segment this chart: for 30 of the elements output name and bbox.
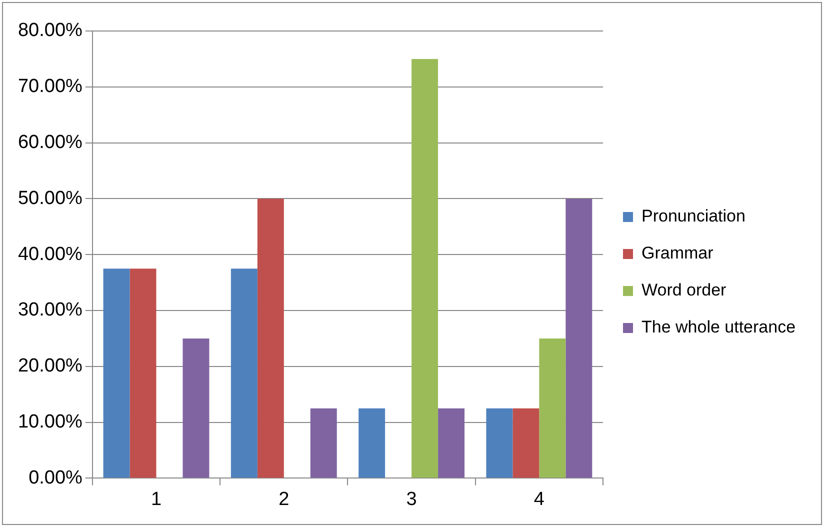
x-tick-label: 2 [278, 488, 290, 510]
bar [512, 408, 540, 478]
x-tick-label: 4 [534, 488, 545, 510]
bar [230, 268, 258, 478]
bar [486, 408, 513, 478]
y-tick-label: 0.00% [28, 467, 83, 488]
y-tick-label: 30.00% [18, 300, 83, 321]
bar [539, 338, 566, 478]
y-tick-label: 80.00% [18, 20, 83, 42]
bar [130, 268, 156, 478]
y-tick-label: 20.00% [18, 356, 83, 377]
y-tick-label: 60.00% [18, 132, 83, 154]
y-tick-label: 40.00% [18, 244, 83, 265]
bar [412, 58, 438, 478]
bar [566, 198, 592, 478]
bar [257, 198, 284, 478]
legend-label: Pronunciation [642, 206, 746, 226]
legend-label: Grammar [642, 244, 714, 263]
y-tick-label: 50.00% [18, 188, 83, 209]
bar [438, 408, 465, 478]
bar [310, 408, 337, 478]
bar [182, 338, 210, 478]
bar [358, 408, 386, 478]
x-tick-label: 1 [150, 488, 162, 510]
y-tick-label: 10.00% [18, 412, 83, 433]
y-tick-label: 70.00% [18, 76, 83, 98]
legend-label: Word order [642, 280, 727, 300]
legend-label: The whole utterance [642, 318, 796, 337]
x-tick-label: 3 [406, 488, 417, 510]
bar [103, 268, 130, 478]
